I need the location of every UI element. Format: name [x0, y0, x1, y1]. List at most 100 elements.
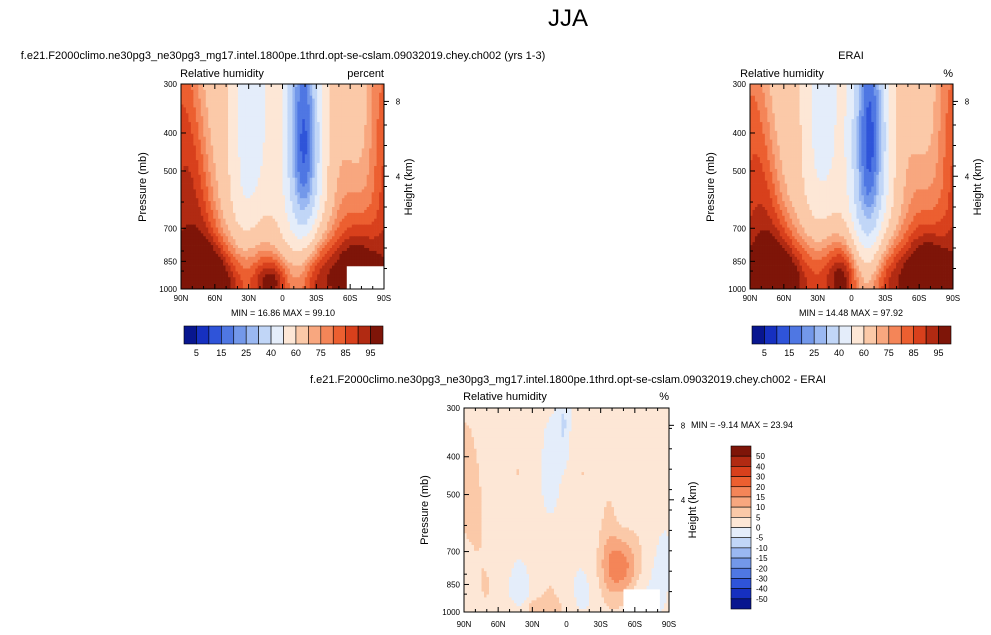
field-cell: [376, 195, 380, 199]
field-cell: [379, 154, 382, 158]
field-cell: [262, 84, 266, 88]
field-cell: [232, 125, 236, 129]
field-cell: [366, 224, 370, 228]
field-cell: [188, 151, 192, 155]
field-cell: [230, 130, 234, 135]
panel-1: f.e21.F2000climo.ne30pg3_ne30pg3_mg17.in…: [21, 50, 545, 358]
field-cell: [371, 236, 375, 240]
field-cell: [309, 125, 313, 129]
field-cell: [272, 253, 276, 258]
field-cell: [208, 125, 212, 129]
field-cell: [245, 110, 249, 114]
field-cell: [240, 259, 244, 263]
field-cell: [257, 201, 261, 205]
field-cell: [210, 107, 214, 111]
field-cell: [336, 253, 340, 258]
field-cell: [299, 113, 303, 117]
field-cell: [218, 192, 221, 196]
field-cell: [280, 163, 283, 167]
field-cell: [252, 198, 256, 202]
field-cell: [349, 163, 353, 167]
field-cell: [297, 180, 301, 184]
field-cell: [284, 157, 288, 161]
field-cell: [282, 166, 286, 170]
field-cell: [235, 253, 239, 258]
field-cell: [205, 151, 209, 155]
field-cell: [369, 139, 372, 143]
field-cell: [314, 101, 318, 105]
field-cell: [235, 224, 239, 228]
field-cell: [381, 212, 385, 217]
field-cell: [294, 230, 298, 234]
field-cell: [237, 239, 241, 243]
field-cell: [346, 192, 350, 196]
field-cell: [225, 125, 229, 129]
field-cell: [312, 230, 316, 234]
field-cell: [275, 212, 278, 217]
field-cell: [280, 145, 283, 149]
field-cell: [193, 119, 197, 123]
field-cell: [361, 95, 365, 99]
field-cell: [200, 218, 204, 222]
field-cell: [252, 248, 256, 252]
field-cell: [245, 221, 249, 225]
field-cell: [329, 101, 333, 105]
field-cell: [322, 186, 325, 190]
field-cell: [205, 113, 209, 117]
field-cell: [247, 218, 251, 222]
field-cell: [198, 101, 202, 105]
field-cell: [213, 151, 217, 155]
field-cell: [247, 192, 251, 196]
field-cell: [242, 242, 246, 246]
field-cell: [232, 248, 236, 252]
field-cell: [324, 174, 328, 179]
field-cell: [262, 125, 266, 129]
field-cell: [242, 174, 246, 179]
field-cell: [351, 98, 355, 102]
field-cell: [218, 110, 221, 114]
field-cell: [250, 168, 254, 173]
field-cell: [332, 204, 335, 208]
field-cell: [297, 113, 301, 117]
field-cell: [366, 242, 370, 246]
field-cell: [270, 130, 273, 135]
field-cell: [208, 250, 212, 255]
field-cell: [272, 110, 276, 114]
field-cell: [262, 177, 266, 181]
field-cell: [215, 245, 219, 249]
field-cell: [344, 171, 348, 176]
field-cell: [329, 201, 333, 205]
field-cell: [183, 84, 187, 88]
field-cell: [332, 163, 335, 167]
field-cell: [284, 92, 288, 97]
field-cell: [282, 104, 286, 108]
field-cell: [314, 212, 318, 217]
field-cell: [208, 207, 212, 211]
field-cell: [210, 110, 214, 114]
field-cell: [284, 236, 288, 240]
field-cell: [282, 130, 286, 135]
field-cell: [356, 256, 360, 261]
field-cell: [195, 145, 199, 149]
field-cell: [369, 130, 372, 135]
field-cell: [250, 233, 254, 237]
field-cell: [317, 125, 320, 129]
field-cell: [366, 116, 370, 120]
field-cell: [277, 104, 281, 108]
field-cell: [223, 218, 226, 222]
field-cell: [190, 148, 194, 152]
field-cell: [294, 224, 298, 228]
field-cell: [349, 116, 353, 120]
field-cell: [309, 151, 313, 155]
field-cell: [220, 89, 224, 94]
field-cell: [304, 242, 308, 246]
field-cell: [255, 139, 259, 143]
field-cell: [218, 119, 221, 123]
field-cell: [327, 256, 330, 261]
field-cell: [275, 186, 278, 190]
field-cell: [314, 177, 318, 181]
field-cell: [225, 177, 229, 181]
field-cell: [346, 84, 350, 88]
field-cell: [317, 230, 320, 234]
field-cell: [228, 86, 231, 91]
